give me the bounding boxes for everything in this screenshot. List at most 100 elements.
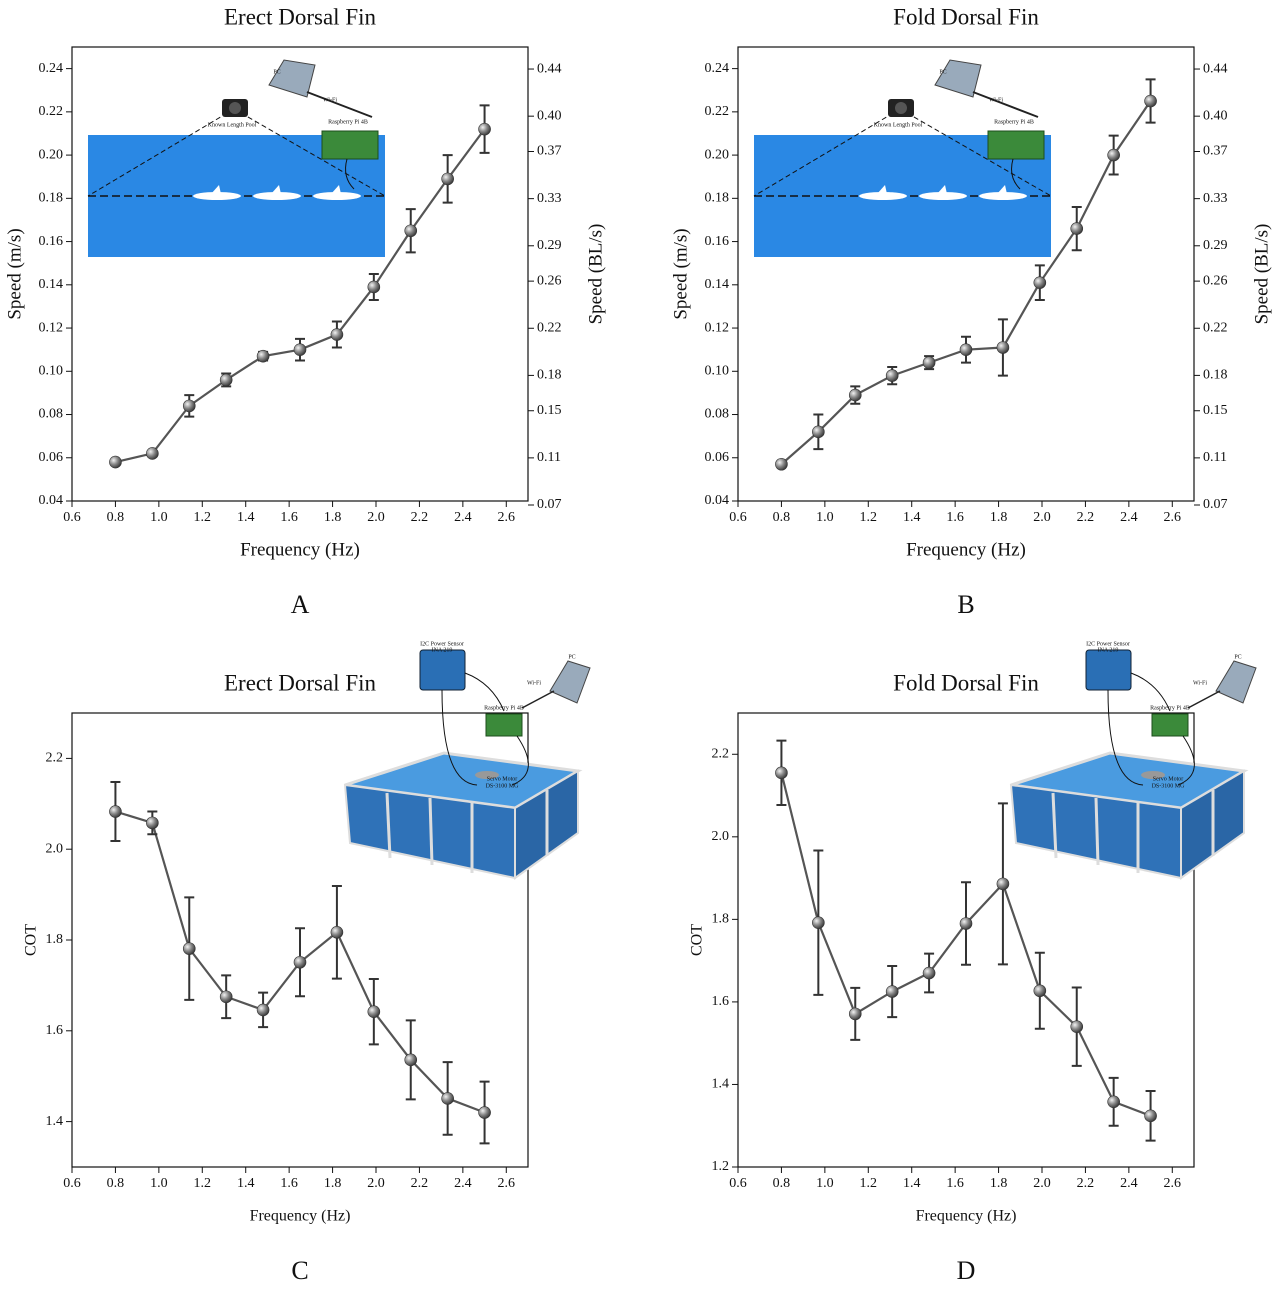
x-tick-label: 0.6 [63,1176,81,1191]
x-axis-label: Frequency (Hz) [240,539,360,560]
x-tick-label: 1.4 [237,510,255,525]
x-tick-label: 1.8 [990,510,1008,525]
y-tick-label: 1.6 [712,994,730,1009]
fish [253,192,301,200]
wifi-link [306,91,373,118]
wifi-link [1187,690,1221,709]
inset-label: Raspberry Pi 4B [1150,705,1190,711]
data-point [1033,276,1047,289]
inset-label: Known Length Pool [874,122,923,128]
y2-tick-label: 0.22 [537,320,562,335]
x-tick-label: 2.6 [1164,510,1182,525]
data-point [1033,984,1047,998]
x-tick-label: 2.0 [367,510,385,525]
x-tick-label: 2.2 [411,510,429,525]
x-tick-label: 0.8 [773,510,791,525]
power-sensor [1085,649,1132,691]
y-tick-label: 0.08 [705,407,730,422]
raspberry-pi [485,713,523,737]
y-tick-label: 2.2 [712,746,730,761]
wire [464,672,505,712]
y-tick-label: 0.22 [39,104,64,119]
inset-label: Wi-Fi [1193,680,1207,686]
data-point [182,942,196,955]
laptop [268,59,316,98]
y-axis-label: Speed (m/s) [4,228,25,319]
pool-post [385,792,392,859]
y2-tick-label: 0.07 [537,497,562,512]
fish [1141,771,1165,779]
x-tick-label: 1.6 [946,1176,964,1191]
data-point [293,955,307,969]
inset-label: I2C Power Sensor [1086,641,1130,647]
x-axis-label: Frequency (Hz) [916,1208,1017,1225]
y-tick-label: 0.14 [705,277,730,292]
y-tick-label: 2.0 [46,841,64,856]
fish-fin [331,185,341,194]
y2-tick-label: 0.44 [1203,61,1228,76]
data-point [775,457,788,471]
data-point [848,388,862,402]
data-point [885,985,899,998]
x-tick-label: 1.0 [816,510,834,525]
data-point [996,877,1010,891]
x-tick-label: 2.6 [1164,1176,1182,1191]
data-point [885,369,899,382]
x-tick-label: 1.8 [324,1176,342,1191]
y-tick-label: 0.18 [39,191,64,206]
y-tick-label: 1.2 [712,1159,730,1174]
y2-axis-label: Speed (BL/s) [1251,224,1272,325]
y-tick-label: 0.12 [39,320,64,335]
x-tick-label: 2.2 [1077,510,1095,525]
y-tick-label: 0.18 [705,191,730,206]
data-point [404,1053,418,1067]
data-point [441,1092,454,1105]
inset-label: Known Length Pool [208,122,257,128]
pool-post [428,797,434,866]
chart-title: Erect Dorsal Fin [224,670,377,695]
x-tick-label: 2.4 [454,1176,472,1191]
data-point [775,766,788,780]
inset-label: Wi-Fi [527,680,541,686]
fish-fin [877,185,887,194]
data-point [848,1007,862,1021]
y-tick-label: 1.4 [712,1077,730,1092]
x-tick-label: 1.4 [903,510,921,525]
data-point [219,373,233,387]
y-tick-label: 0.06 [39,450,64,465]
y2-tick-label: 0.33 [1203,191,1228,206]
inset-label: Servo Motor [487,776,518,782]
y2-tick-label: 0.11 [537,450,561,465]
x-tick-label: 2.4 [454,510,472,525]
x-tick-label: 1.0 [150,510,168,525]
fish [475,771,499,779]
data-point [146,447,159,460]
raspberry-pi [321,130,379,160]
signal-arrow [345,158,355,190]
x-tick-label: 1.8 [990,1176,1008,1191]
data-point [996,341,1010,354]
x-tick-label: 1.2 [860,1176,878,1191]
x-tick-label: 0.8 [107,1176,125,1191]
y2-axis-label: Speed (BL/s) [585,224,606,325]
fish-fin [997,185,1007,194]
x-tick-label: 2.2 [1077,1176,1095,1191]
data-point [256,1003,270,1017]
x-tick-label: 1.2 [860,510,878,525]
x-tick-label: 2.4 [1120,510,1138,525]
chart-title: Fold Dorsal Fin [893,670,1039,695]
data-point [1070,222,1084,235]
inset-label: DS-3100 MG [1152,783,1186,789]
panel-label: B [957,590,974,619]
y2-tick-label: 0.15 [1203,403,1228,418]
y2-tick-label: 0.29 [1203,238,1228,253]
inset-label: Raspberry Pi 4B [994,119,1034,125]
data-point [959,343,973,356]
data-point [922,966,936,980]
data-point [293,343,307,356]
data-point [182,399,196,413]
